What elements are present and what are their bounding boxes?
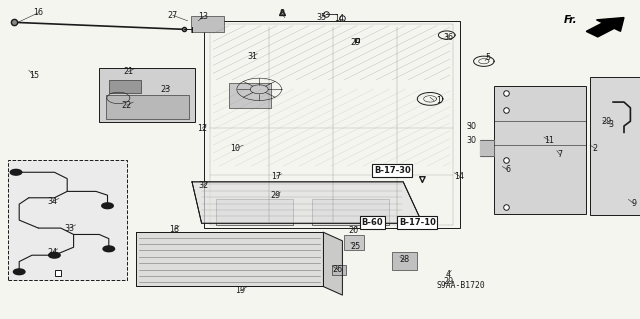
Text: 15: 15 [29, 71, 39, 80]
Text: 14: 14 [334, 14, 344, 23]
Bar [229, 83, 271, 108]
Polygon shape [480, 140, 494, 156]
Text: 27: 27 [168, 11, 178, 20]
Text: 23: 23 [160, 85, 170, 94]
Text: 26: 26 [333, 265, 343, 274]
Text: 5: 5 [485, 53, 490, 62]
Text: B-17-30: B-17-30 [374, 166, 411, 175]
Text: 6: 6 [505, 165, 510, 174]
Text: 36: 36 [443, 33, 453, 42]
Bar [109, 80, 141, 93]
Text: 4: 4 [445, 270, 451, 279]
Bar [312, 199, 389, 225]
Text: 32: 32 [198, 181, 209, 189]
Text: 29: 29 [443, 277, 453, 286]
Polygon shape [136, 232, 323, 286]
Text: 16: 16 [33, 8, 44, 17]
Bar [204, 21, 460, 228]
Text: 18: 18 [169, 225, 179, 234]
Text: B-17-10: B-17-10 [399, 218, 436, 227]
Bar [332, 265, 346, 275]
Text: Fr.: Fr. [564, 15, 578, 25]
Bar [392, 252, 417, 270]
Text: 13: 13 [198, 12, 209, 21]
Text: 29: 29 [602, 117, 612, 126]
Text: 2: 2 [593, 144, 598, 153]
Text: 35: 35 [316, 13, 326, 22]
Text: 24: 24 [47, 248, 58, 257]
Text: 10: 10 [230, 144, 241, 153]
Bar [344, 235, 364, 250]
Circle shape [10, 169, 22, 175]
Text: 30: 30 [466, 122, 476, 130]
Text: 14: 14 [454, 172, 465, 181]
Circle shape [102, 203, 113, 209]
Polygon shape [192, 182, 422, 223]
Text: 33: 33 [64, 224, 74, 233]
Bar [210, 24, 453, 225]
Text: 28: 28 [399, 256, 410, 264]
Text: 30: 30 [466, 137, 476, 145]
Text: 22: 22 [122, 101, 132, 110]
Text: 3: 3 [609, 120, 614, 129]
Circle shape [49, 252, 60, 258]
Text: 8: 8 [279, 9, 284, 18]
Text: 29: 29 [270, 191, 280, 200]
Text: 31: 31 [247, 52, 257, 61]
Text: 29: 29 [350, 38, 360, 47]
Circle shape [13, 269, 25, 275]
Bar [106, 95, 189, 119]
Text: 34: 34 [47, 197, 58, 206]
Bar [8, 160, 127, 280]
Text: 25: 25 [350, 242, 360, 251]
Text: 20: 20 [349, 226, 359, 235]
Circle shape [103, 246, 115, 252]
Bar [216, 199, 293, 225]
Bar [191, 16, 224, 32]
Bar [590, 77, 640, 215]
Text: 11: 11 [544, 136, 554, 145]
Polygon shape [323, 232, 342, 295]
FancyArrow shape [586, 18, 624, 37]
Text: 1: 1 [436, 96, 441, 105]
Bar [494, 86, 586, 214]
Text: 9: 9 [631, 199, 636, 208]
Text: B-60: B-60 [362, 218, 383, 227]
Text: 17: 17 [271, 172, 282, 181]
Text: 12: 12 [197, 124, 207, 133]
Bar [99, 68, 195, 122]
Text: 21: 21 [123, 67, 133, 76]
Text: 19: 19 [235, 286, 245, 295]
Text: 7: 7 [557, 150, 563, 159]
Text: S9AA-B1720: S9AA-B1720 [436, 281, 485, 290]
